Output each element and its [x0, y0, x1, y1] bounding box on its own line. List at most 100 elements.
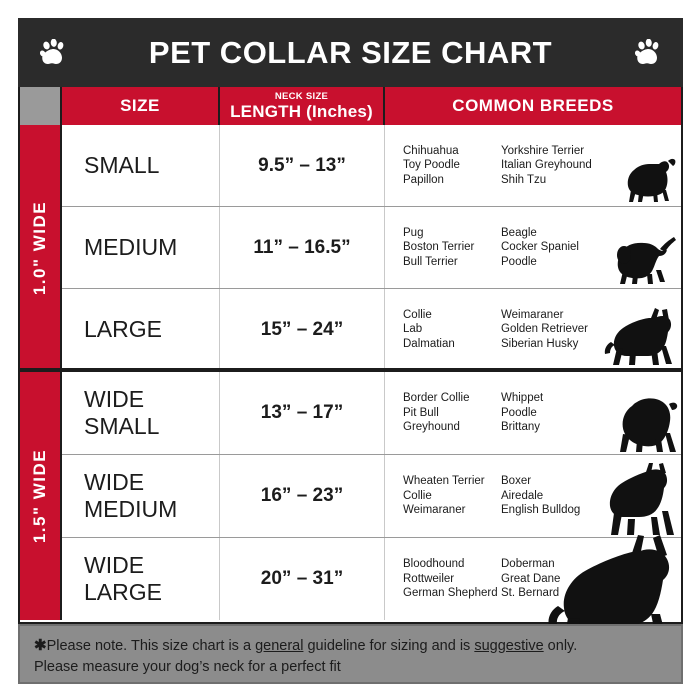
cell-size: WIDE LARGE: [62, 538, 220, 620]
group-label-text: 1.5" WIDE: [30, 448, 49, 544]
breed-item: Doberman: [501, 558, 555, 571]
breed-item: Whippet: [501, 392, 544, 405]
breed-item: Collie: [403, 489, 432, 502]
cell-length: 20” – 31”: [220, 538, 385, 620]
breed-item: Siberian Husky: [501, 337, 579, 350]
breed-item: Weimaraner: [403, 504, 466, 517]
cell-size: MEDIUM: [62, 207, 220, 288]
breed-item: Weimaraner: [501, 308, 564, 321]
breeds-column-1: Border Collie Pit Bull Greyhound: [403, 391, 501, 435]
breed-item: Cocker Spaniel: [501, 241, 579, 254]
breed-item: Wheaten Terrier: [403, 475, 485, 488]
breed-item: Collie: [403, 308, 432, 321]
breed-item: Brittany: [501, 421, 540, 434]
breeds-column-2: Doberman Great Dane St. Bernard: [501, 557, 611, 601]
group-label-1-5-wide: 1.5" WIDE: [20, 372, 62, 620]
cell-length: 15” – 24”: [220, 289, 385, 370]
group-divider: [20, 368, 681, 372]
size-chart-table: SIZE NECK SIZE LENGTH (Inches) COMMON BR…: [18, 87, 683, 624]
small-fluffy-dog-silhouette: [615, 150, 679, 206]
cell-length: 13” – 17”: [220, 372, 385, 454]
cell-breeds: Border Collie Pit Bull Greyhound Whippet…: [385, 372, 681, 454]
table-header-row: SIZE NECK SIZE LENGTH (Inches) COMMON BR…: [20, 87, 681, 125]
column-header-length-sub: NECK SIZE: [274, 90, 329, 102]
breed-item: Airedale: [501, 489, 544, 502]
group-label-1-0-wide: 1.0" WIDE: [20, 125, 62, 370]
cell-size: WIDE SMALL: [62, 372, 220, 454]
table-row: WIDE LARGE 20” – 31” Bloodhound Rottweil…: [62, 538, 681, 620]
breeds-column-1: Wheaten Terrier Collie Weimaraner: [403, 474, 501, 518]
footer-text-b: guideline for sizing and is: [303, 638, 475, 654]
footer-text-a: Please note. This size chart is a: [46, 638, 256, 654]
breed-item: Yorkshire Terrier: [501, 144, 585, 157]
breed-item: Dalmatian: [403, 337, 455, 350]
breed-item: Golden Retriever: [501, 323, 588, 336]
breed-item: Boston Terrier: [403, 241, 475, 254]
breeds-column-2: Whippet Poodle Brittany: [501, 391, 611, 435]
breed-item: Pug: [403, 226, 424, 239]
footer-underline-suggestive: suggestive: [474, 638, 544, 654]
breed-item: Greyhound: [403, 421, 460, 434]
breed-item: Rottweiler: [403, 572, 455, 585]
breeds-column-2: Weimaraner Golden Retriever Siberian Hus…: [501, 308, 611, 352]
breed-item: Shih Tzu: [501, 173, 547, 186]
cell-size: LARGE: [62, 289, 220, 370]
footer-text-c: only.: [543, 638, 578, 654]
breeds-column-2: Boxer Airedale English Bulldog: [501, 474, 611, 518]
column-header-breeds: COMMON BREEDS: [385, 87, 681, 125]
column-header-length-main: LENGTH (Inches): [230, 101, 373, 121]
page-title: PET COLLAR SIZE CHART: [148, 34, 553, 70]
breed-item: English Bulldog: [501, 504, 581, 517]
breed-item: Lab: [403, 323, 423, 336]
breeds-column-1: Pug Boston Terrier Bull Terrier: [403, 226, 501, 270]
cell-breeds: Chihuahua Toy Poodle Papillon Yorkshire …: [385, 125, 681, 206]
cell-size: SMALL: [62, 125, 220, 206]
breed-item: Poodle: [501, 255, 537, 268]
table-row: SMALL 9.5” – 13” Chihuahua Toy Poodle Pa…: [62, 125, 681, 207]
breed-item: German Shepherd: [403, 587, 498, 600]
cell-breeds: Wheaten Terrier Collie Weimaraner Boxer …: [385, 455, 681, 537]
breed-item: Beagle: [501, 226, 537, 239]
column-header-length: NECK SIZE LENGTH (Inches): [220, 87, 385, 125]
breed-item: Italian Greyhound: [501, 159, 592, 172]
breed-item: Toy Poodle: [403, 159, 460, 172]
large-dog-silhouette: [603, 302, 679, 370]
group-label-text: 1.0" WIDE: [30, 200, 49, 295]
cell-size: WIDE MEDIUM: [62, 455, 220, 537]
breeds-column-1: Collie Lab Dalmatian: [403, 308, 501, 352]
breed-item: Chihuahua: [403, 144, 459, 157]
chart-header: PET COLLAR SIZE CHART: [18, 18, 683, 87]
group-1-0-wide: 1.0" WIDE SMALL 9.5” – 13” Chihuahua Toy…: [20, 125, 681, 370]
breed-item: Papillon: [403, 173, 444, 186]
breed-item: Bloodhound: [403, 558, 465, 571]
breed-item: Boxer: [501, 475, 532, 488]
breed-item: Poodle: [501, 406, 537, 419]
cell-breeds: Bloodhound Rottweiler German Shepherd Do…: [385, 538, 681, 620]
breed-item: Pit Bull: [403, 406, 439, 419]
cell-breeds: Collie Lab Dalmatian Weimaraner Golden R…: [385, 289, 681, 370]
header-corner-cell: [20, 87, 62, 125]
breed-item: Bull Terrier: [403, 255, 458, 268]
paw-icon: [635, 38, 659, 64]
breeds-column-2: Beagle Cocker Spaniel Poodle: [501, 226, 611, 270]
asterisk-icon: ✱: [34, 637, 47, 654]
footer-line-2: Please measure your dog’s neck for a per…: [34, 659, 341, 675]
cell-breeds: Pug Boston Terrier Bull Terrier Beagle C…: [385, 207, 681, 288]
cell-length: 11” – 16.5”: [220, 207, 385, 288]
table-row: LARGE 15” – 24” Collie Lab Dalmatian Wei…: [62, 289, 681, 370]
footer-underline-general: general: [255, 638, 304, 654]
beagle-silhouette: [601, 230, 679, 288]
cell-length: 9.5” – 13”: [220, 125, 385, 206]
column-header-size: SIZE: [62, 87, 220, 125]
bulldog-silhouette: [607, 392, 679, 454]
paw-icon: [40, 38, 64, 64]
breeds-column-2: Yorkshire Terrier Italian Greyhound Shih…: [501, 144, 611, 188]
group-1-5-wide: 1.5" WIDE WIDE SMALL 13” – 17” Border Co…: [20, 372, 681, 620]
table-row: MEDIUM 11” – 16.5” Pug Boston Terrier Bu…: [62, 207, 681, 289]
breed-item: Great Dane: [501, 572, 561, 585]
cell-length: 16” – 23”: [220, 455, 385, 537]
breeds-column-1: Bloodhound Rottweiler German Shepherd: [403, 557, 501, 601]
boxer-silhouette: [601, 463, 679, 537]
table-row: WIDE MEDIUM 16” – 23” Wheaten Terrier Co…: [62, 455, 681, 538]
